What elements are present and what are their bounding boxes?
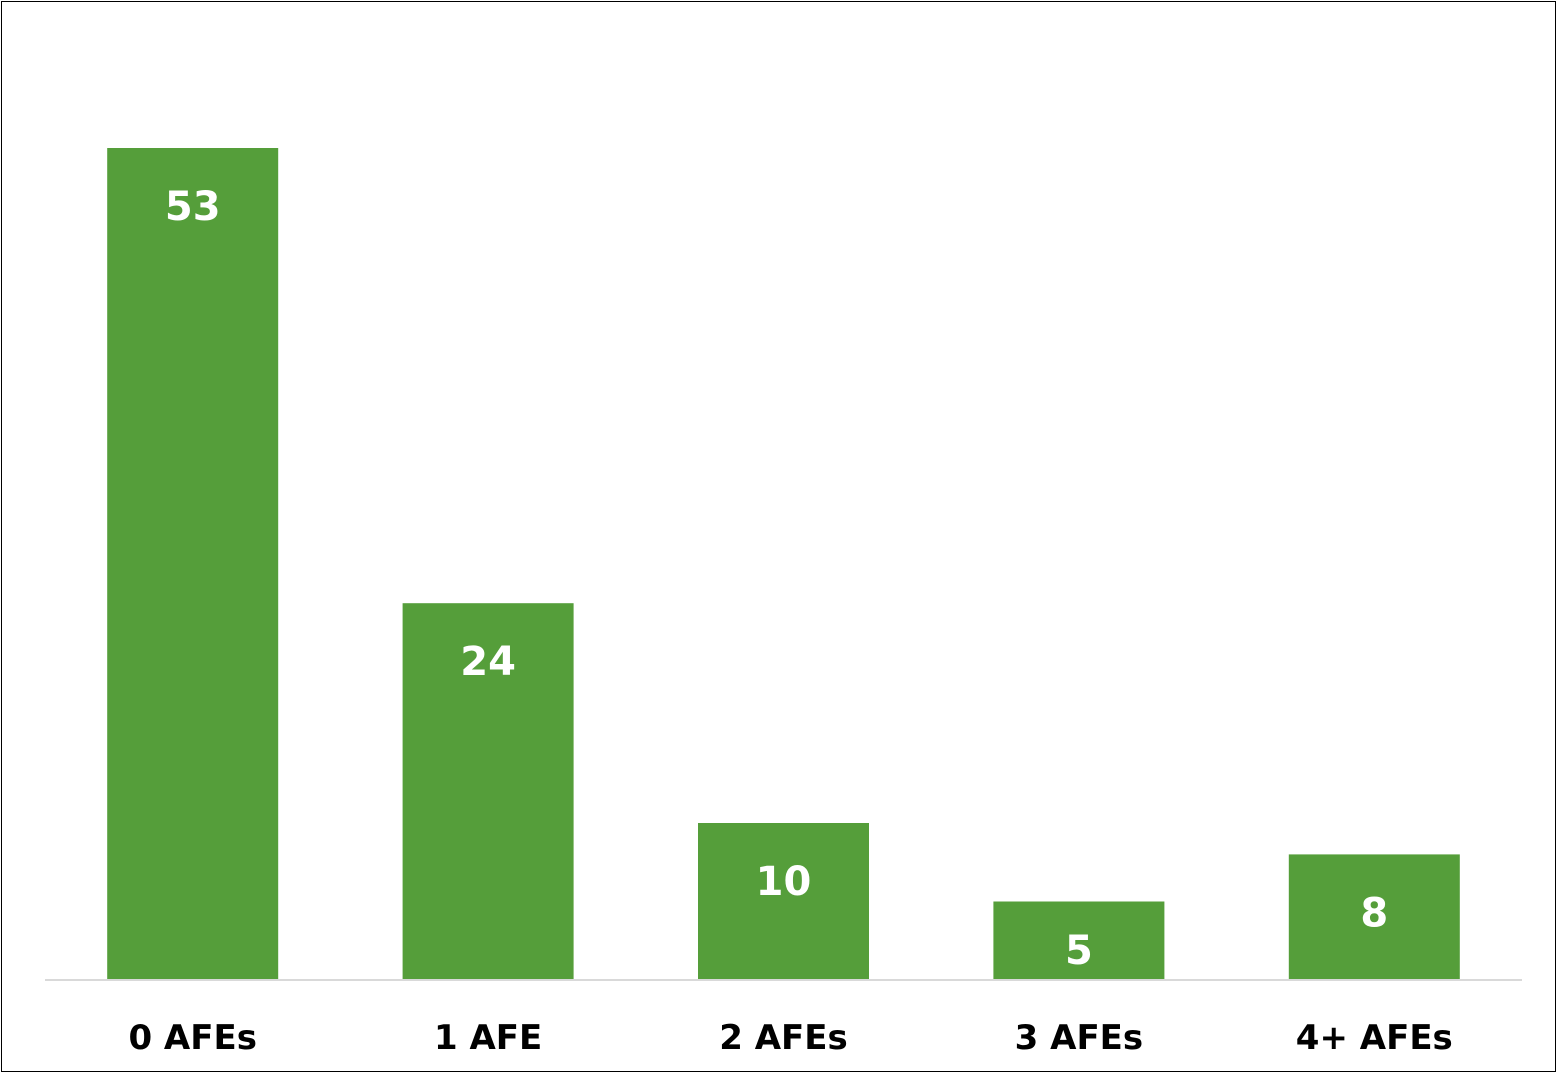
data-label-3-afes: 5 xyxy=(1065,928,1093,974)
bar-4plus-afes xyxy=(1288,854,1460,980)
bar-1-afe xyxy=(402,603,574,980)
data-label-2-afes: 10 xyxy=(756,859,812,905)
x-tick-label-0-afes: 0 AFEs xyxy=(128,1018,257,1058)
data-label-0-afes: 53 xyxy=(165,184,221,230)
bars-layer xyxy=(107,148,1460,980)
x-tick-labels: 0 AFEs 1 AFE 2 AFEs 3 AFEs 4+ AFEs xyxy=(128,1018,1452,1058)
x-tick-label-4plus-afes: 4+ AFEs xyxy=(1296,1018,1453,1058)
x-tick-label-2-afes: 2 AFEs xyxy=(719,1018,848,1058)
data-label-1-afe: 24 xyxy=(460,639,516,685)
x-tick-label-3-afes: 3 AFEs xyxy=(1015,1018,1144,1058)
bar-0-afes xyxy=(107,148,279,980)
bar-labels-layer: 53 24 10 5 8 xyxy=(165,184,1388,974)
data-label-4plus-afes: 8 xyxy=(1360,890,1388,936)
bar-2-afes xyxy=(698,823,869,980)
x-tick-label-1-afe: 1 AFE xyxy=(434,1018,542,1058)
bar-3-afes xyxy=(993,901,1165,980)
